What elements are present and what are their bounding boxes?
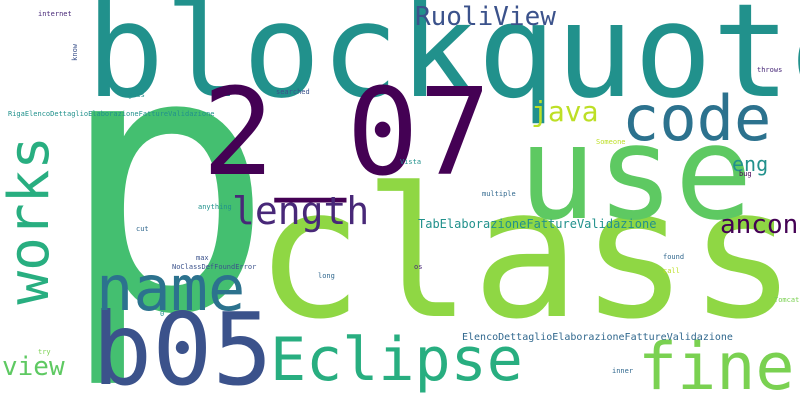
word-anything: anything — [198, 203, 232, 211]
word-internet: internet — [38, 10, 72, 18]
word-name: name — [96, 252, 246, 325]
word-p: p — [58, 0, 275, 393]
word-code: code — [622, 82, 772, 155]
word-know: know — [71, 44, 79, 61]
word-max: max — [196, 254, 209, 262]
word-try: try — [38, 348, 51, 356]
word-someone: Someone — [596, 138, 626, 146]
word-b05: b05 — [92, 291, 273, 400]
word-goes: goes — [128, 91, 145, 99]
word-blockquote: blockquote — [86, 0, 800, 127]
word-cut: cut — [136, 225, 149, 233]
word-view: view — [2, 352, 65, 382]
word-works: works — [0, 136, 62, 305]
word-tabelaborazionefatturevalidazione: TabElaborazioneFattureValidazione — [418, 217, 657, 231]
word-eclipse: Eclipse — [270, 325, 523, 395]
word-2_07: 2_07 — [202, 64, 491, 203]
word-searched: searched — [276, 88, 310, 96]
word-0: 0 — [160, 310, 165, 318]
word-use: use — [518, 97, 753, 249]
word-ruoliview: RuoliView — [415, 2, 556, 32]
word-length: length — [232, 189, 370, 233]
word-os: os — [414, 263, 423, 271]
word-tomcat: Tomcat — [774, 296, 800, 304]
word-ancona: ancona — [720, 210, 800, 240]
word-inner: inner — [612, 367, 634, 375]
word-eng: eng — [732, 152, 769, 176]
word-java: java — [531, 95, 599, 128]
word-long: long — [318, 272, 335, 280]
word-bug: bug — [739, 170, 752, 178]
word-rigaelencodettaglio: RigaElencoDettaglioElaborazioneFattureVa… — [8, 110, 215, 118]
word-noclassdeffounderror: NoClassDefFoundError — [172, 263, 257, 271]
word-vista: Vista — [400, 158, 422, 166]
word-elencodettaglio: ElencoDettaglioElaborazioneFattureValida… — [462, 332, 733, 343]
word-found: found — [663, 253, 685, 261]
word-class: class — [255, 150, 797, 359]
word-throws: throws — [757, 66, 783, 74]
word-multiple: multiple — [482, 190, 516, 198]
word-fine: fine — [638, 330, 795, 400]
word-call: call — [663, 267, 680, 275]
